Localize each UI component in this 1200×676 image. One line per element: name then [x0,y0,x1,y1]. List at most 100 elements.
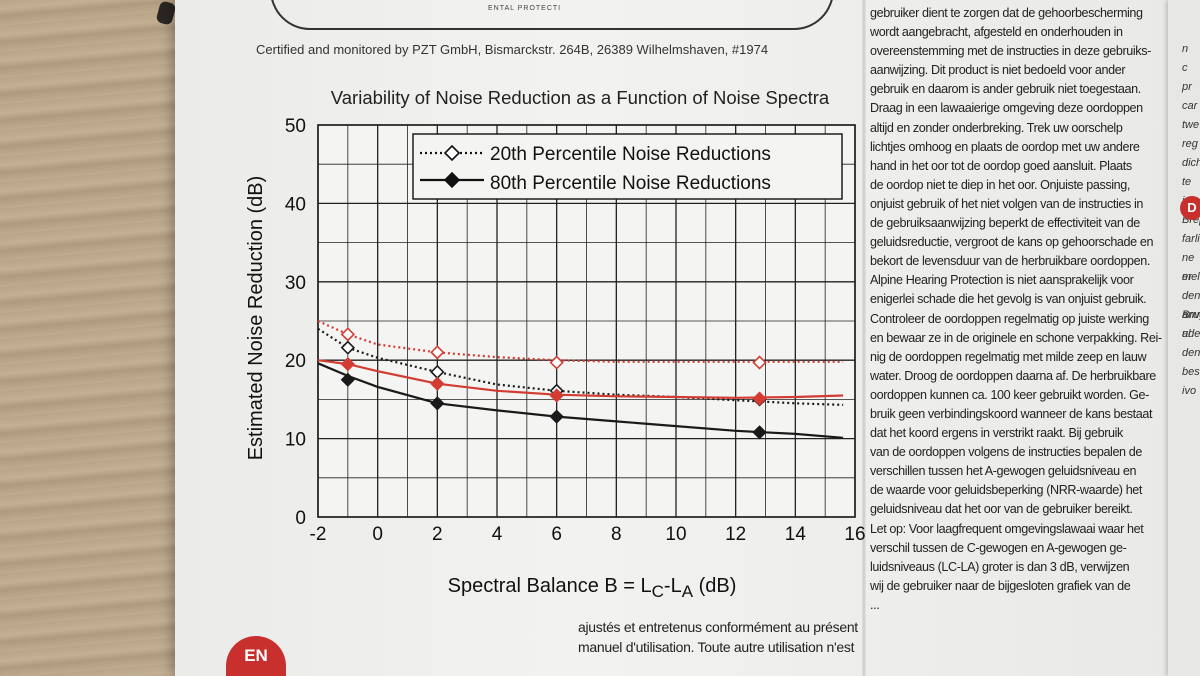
dutch-line: gebruiker dient te zorgen dat de gehoorb… [870,6,1143,20]
y-tick-label: 30 [285,273,306,294]
y-tick-label: 40 [285,194,306,215]
edge-fragment: Brug al [1182,309,1200,340]
series-point-2 [752,391,767,406]
dutch-line: lichtjes omhoog en plaats de oordop met … [870,139,1140,154]
x-tick-label: 10 [665,524,686,545]
x-tick-label: 2 [432,524,443,545]
dutch-line: bekort de levensduur van de herbruikbare… [870,254,1150,269]
series-point-1 [340,327,355,342]
dutch-line: verschil tussen de C-gewogen en A-gewoge… [870,540,1127,555]
chart-legend: 20th Percentile Noise Reductions 80th Pe… [412,133,843,200]
legend-label-20th: 20th Percentile Noise Reductions [490,144,771,165]
edge-fragment: pr [1182,81,1192,93]
y-tick-label: 0 [295,508,306,529]
x-tick-label: 8 [611,524,622,545]
series-point-2 [340,356,355,372]
series-layer [317,319,844,440]
y-tick-label: 20 [285,351,306,372]
french-line: ajustés et entretenus conformément au pr… [578,619,858,635]
edge-fragment: bes [1182,366,1200,378]
dutch-line: geluidsreductie, vergroot de kans op geh… [870,235,1154,250]
series-point-0 [340,340,355,355]
dutch-line: wordt aangebracht, afgesteld en onderhou… [870,25,1123,40]
series-point-3 [752,425,767,440]
edge-fragment: dich [1182,157,1200,169]
dutch-line: en bewaar ze in de originele en schone v… [870,330,1162,345]
series-point-3 [549,409,564,424]
dutch-line: Alpine Hearing Protection is niet aanspr… [870,273,1134,288]
series-point-3 [340,372,355,387]
series-point-1 [549,355,564,370]
chart-title: Variability of Noise Reduction as a Func… [331,87,830,108]
dutch-line: ... [870,597,880,612]
y-tick-label: 10 [285,430,306,451]
edge-fragment: twe [1182,119,1200,131]
y-axis-label: Estimated Noise Reduction (dB) [245,176,267,461]
dutch-line: overeenstemming met de instructies in de… [870,44,1151,59]
legend-marker-80th [443,171,461,189]
x-axis-label: Spectral Balance B = LC-LA (dB) [448,575,737,601]
x-tick-label: 0 [372,524,383,545]
french-instructions: ajustés et entretenus conformément au pr… [578,617,858,657]
edge-fragment: te in [1182,176,1192,207]
series-line-0 [317,327,844,406]
edge-fragment: reg [1182,138,1198,150]
logo-text: ENTAL PROTECTI [488,5,562,12]
dutch-line: van de oordoppen volgens de instructies … [870,445,1142,460]
legend-label-80th: 80th Percentile Noise Reductions [490,173,771,194]
french-line: manuel d'utilisation. Toute autre utilis… [578,639,855,655]
dutch-line: oordoppen kunnen ca. 100 keer gebruikt w… [870,387,1149,402]
x-tick-label: 14 [785,524,807,545]
edge-fragment: ivo [1182,385,1197,397]
next-column-edge [1168,0,1200,676]
series-point-2 [430,376,445,391]
dutch-line: onjuist gebruik of het niet volgen van d… [870,196,1144,211]
y-tick-label: 50 [285,116,306,137]
series-point-1 [752,355,767,370]
dutch-line: dat het koord ergens in verstrikt raakt.… [870,426,1123,441]
edge-fragment: den anve [1182,290,1200,321]
dutch-line: Controleer de oordoppen regelmatig op ju… [870,311,1149,326]
language-badge-d: D [1180,196,1200,220]
dutch-line: hand in het oor tot de oordop goed aansl… [870,158,1132,173]
paper-fold [862,0,866,676]
edge-fragment: n [1182,43,1189,55]
x-tick-label: 4 [492,524,503,545]
dutch-line: aanwijzing. Dit product is niet bedoeld … [870,63,1126,78]
dutch-line: luidsniveaus (LC-LA) groter is dan 3 dB,… [870,559,1130,574]
dutch-line: water. Droog de oordoppen daarna af. De … [870,368,1156,383]
language-badge-en: EN [226,636,286,676]
dutch-line: verschillen tussen het A-gewogen geluids… [870,464,1137,479]
next-column-text: ncprcartweregdichte inBrepifarligne erme… [1182,40,1200,401]
dutch-line: bruik geen verbindingskoord wanneer de k… [870,406,1153,421]
edge-fragment: den [1182,347,1200,359]
dutch-line: wij de gebruiker naar de bijgesloten gra… [870,578,1131,593]
dutch-line: de waarde voor geluidsbeperking (NRR-waa… [870,483,1143,498]
dutch-instructions: gebruiker dient te zorgen dat de gehoorb… [870,4,1170,615]
dutch-line: altijd en zonder onderbreking. Trek uw o… [870,120,1123,135]
certification-line: Certified and monitored by PZT GmbH, Bis… [256,42,769,57]
dutch-line: geluidsniveau dat het oor van de gebruik… [870,502,1133,517]
x-tick-label: 6 [551,524,562,545]
dutch-line: Draag in een lawaaierige omgeving deze o… [870,101,1143,116]
x-tick-label: 12 [725,524,746,545]
edge-fragment: car [1182,100,1198,112]
x-tick-label: -2 [310,524,327,545]
series-point-3 [430,396,445,411]
dutch-line: gebruik en daarom is ander gebruik niet … [870,82,1141,97]
edge-fragment: uden [1182,328,1200,340]
legend-marker-20th [443,144,461,162]
dutch-line: de gebruiksaanwijzing beperkt de effecti… [870,216,1140,231]
dutch-line: Let op: Voor laagfrequent omgevingslawaa… [870,521,1144,536]
edge-fragment: c [1182,62,1188,74]
edge-fragment: farlig [1182,233,1200,245]
x-tick-label: 16 [844,524,865,545]
legend-box [412,133,843,200]
edge-fragment: ne er [1182,252,1195,283]
dutch-line: enigerlei schade die het gevolg is van o… [870,292,1147,307]
dutch-line: nig de oordoppen regelmatig met milde ze… [870,349,1147,364]
series-point-2 [549,388,564,403]
series-point-1 [430,345,445,360]
